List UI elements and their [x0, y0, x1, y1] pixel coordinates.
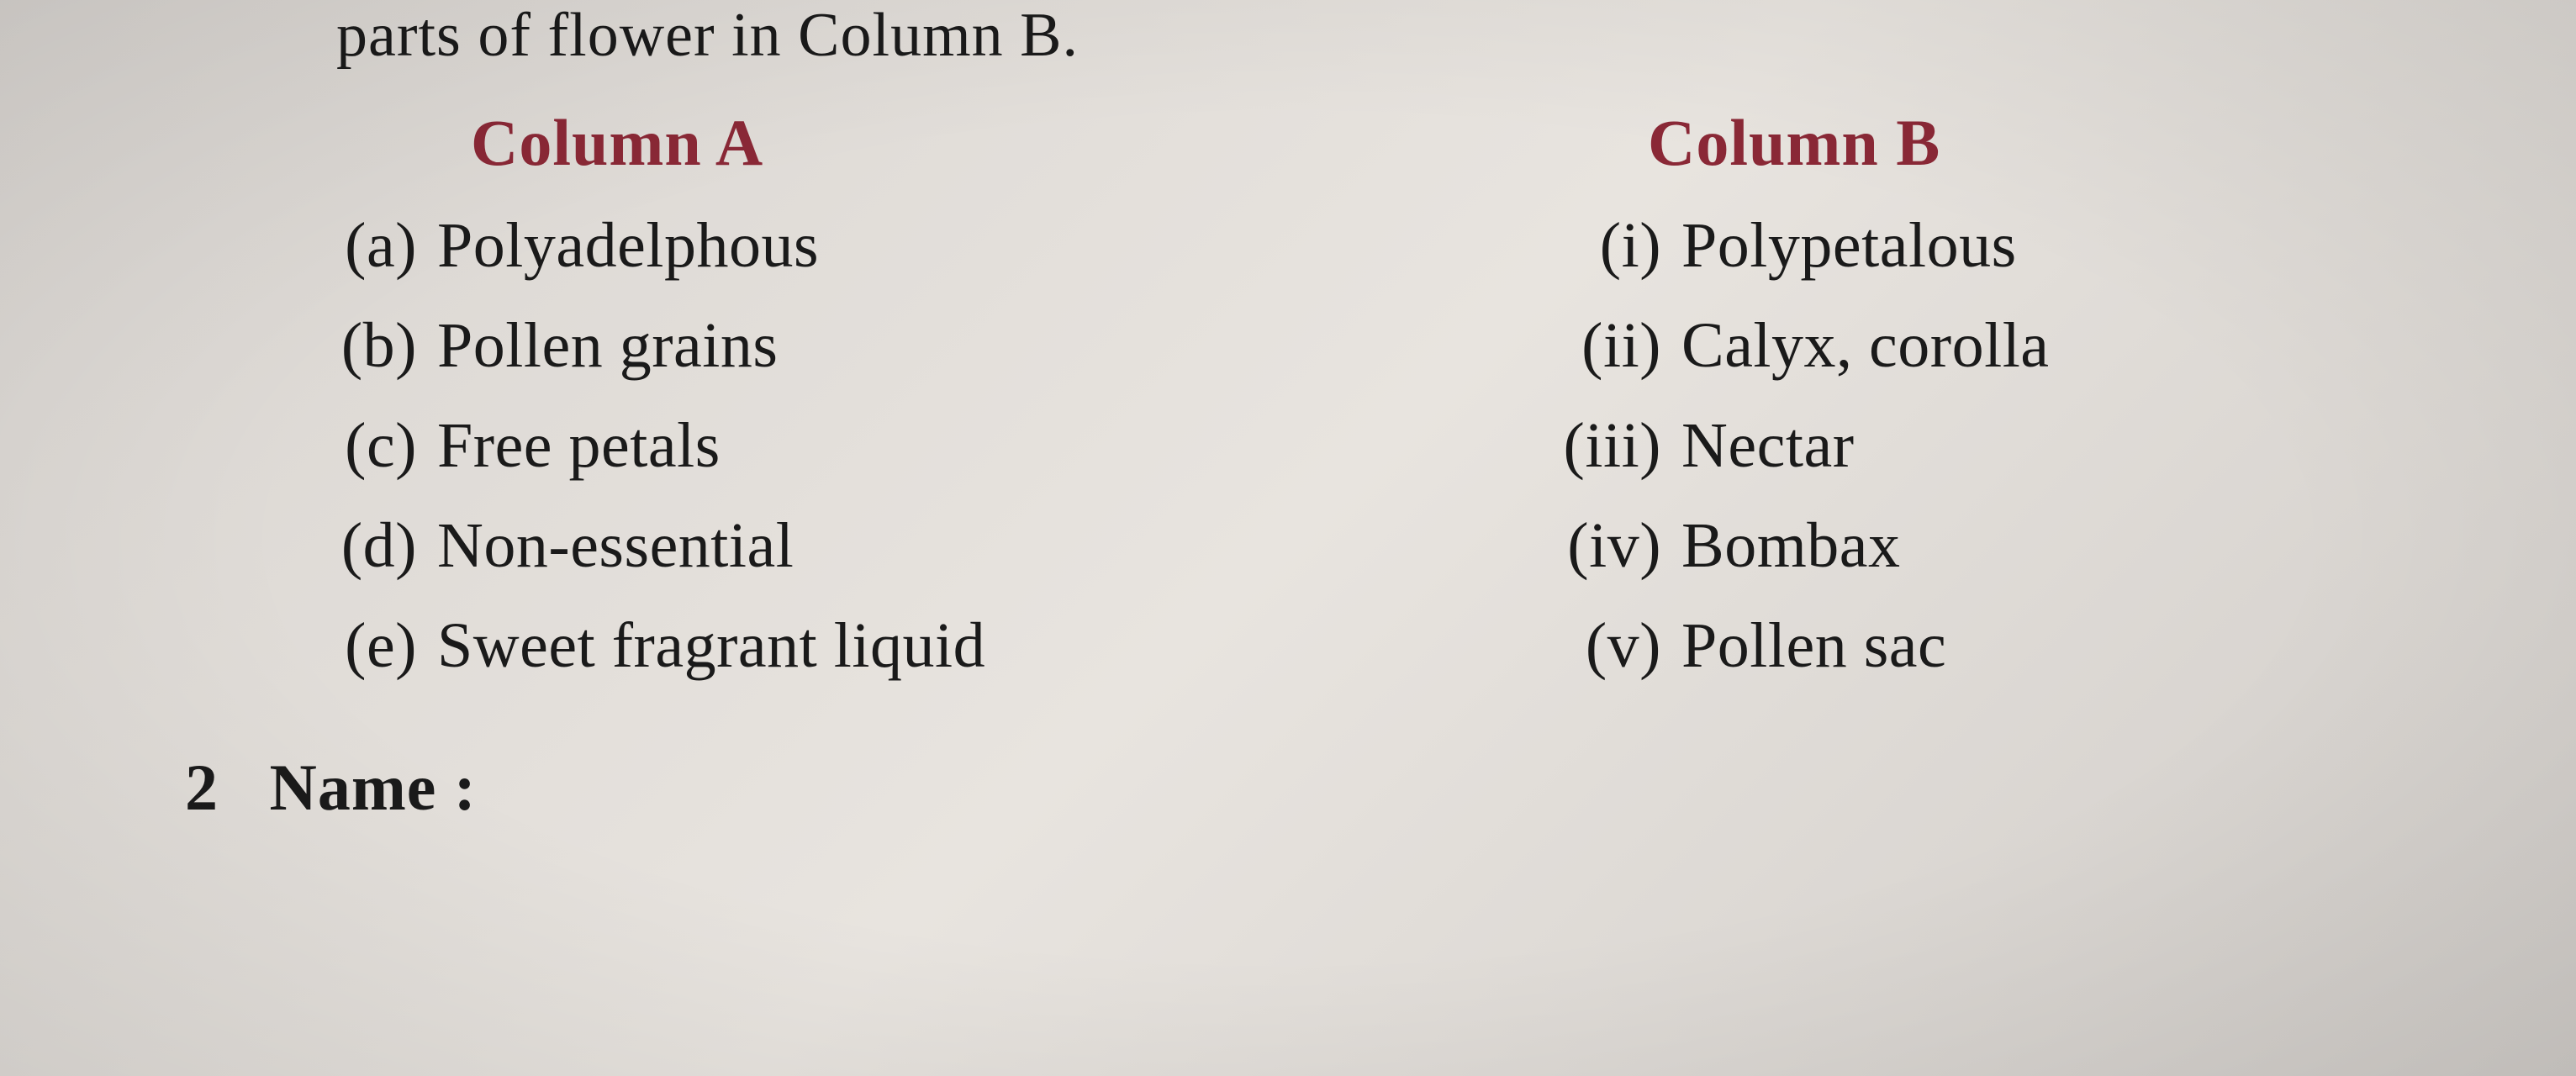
question-number: 2 [185, 750, 219, 825]
list-item: (iii) Nectar [1530, 409, 2475, 483]
item-marker: (d) [319, 509, 437, 583]
list-item: (e) Sweet fragrant liquid [319, 609, 1497, 683]
item-marker: (v) [1530, 609, 1681, 683]
column-b-header: Column B [1530, 105, 2475, 181]
question-title-fragment: parts of flower in Column B. [101, 0, 2475, 71]
list-item: (b) Pollen grains [319, 309, 1497, 382]
item-text: Sweet fragrant liquid [437, 609, 1497, 683]
item-marker: (a) [319, 209, 437, 282]
column-b-list: (i) Polypetalous (ii) Calyx, corolla (ii… [1530, 209, 2475, 683]
item-text: Calyx, corolla [1681, 309, 2475, 382]
item-text: Pollen grains [437, 309, 1497, 382]
item-text: Pollen sac [1681, 609, 2475, 683]
column-a-list: (a) Polyadelphous (b) Pollen grains (c) … [319, 209, 1497, 683]
item-marker: (iv) [1530, 509, 1681, 583]
column-b: Column B (i) Polypetalous (ii) Calyx, co… [1497, 105, 2475, 709]
item-marker: (i) [1530, 209, 1681, 282]
item-marker: (iii) [1530, 409, 1681, 483]
list-item: (iv) Bombax [1530, 509, 2475, 583]
next-question-fragment: 2 Name : [101, 750, 2475, 825]
item-text: Non-essential [437, 509, 1497, 583]
item-text: Free petals [437, 409, 1497, 483]
list-item: (v) Pollen sac [1530, 609, 2475, 683]
item-text: Bombax [1681, 509, 2475, 583]
list-item: (d) Non-essential [319, 509, 1497, 583]
item-text: Polyadelphous [437, 209, 1497, 282]
item-marker: (ii) [1530, 309, 1681, 382]
item-text: Nectar [1681, 409, 2475, 483]
list-item: (i) Polypetalous [1530, 209, 2475, 282]
list-item: (c) Free petals [319, 409, 1497, 483]
page-surface: parts of flower in Column B. Column A (a… [0, 0, 2576, 1076]
column-a-header: Column A [319, 105, 1497, 181]
item-text: Polypetalous [1681, 209, 2475, 282]
item-marker: (b) [319, 309, 437, 382]
item-marker: (c) [319, 409, 437, 483]
question-label: Name : [270, 751, 477, 824]
list-item: (a) Polyadelphous [319, 209, 1497, 282]
column-a: Column A (a) Polyadelphous (b) Pollen gr… [319, 105, 1497, 709]
list-item: (ii) Calyx, corolla [1530, 309, 2475, 382]
columns-wrapper: Column A (a) Polyadelphous (b) Pollen gr… [101, 105, 2475, 709]
item-marker: (e) [319, 609, 437, 683]
